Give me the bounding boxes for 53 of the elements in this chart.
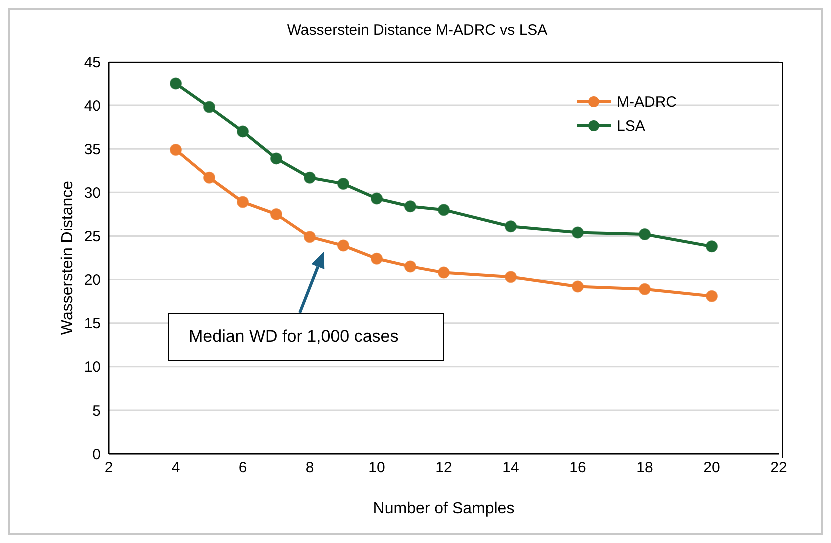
- x-tick-label: 22: [770, 460, 788, 477]
- y-tick-label: 45: [84, 54, 101, 72]
- y-tick-label: 20: [84, 272, 101, 290]
- point: [204, 172, 216, 184]
- x-axis-title: Number of Samples: [373, 500, 515, 518]
- point: [639, 228, 651, 240]
- point: [170, 78, 182, 90]
- point: [204, 101, 216, 114]
- x-tick-label: 16: [570, 460, 586, 477]
- y-tick-label: 25: [84, 228, 101, 246]
- y-tick-label: 5: [92, 402, 101, 420]
- point: [170, 144, 182, 156]
- point: [706, 290, 718, 302]
- x-tick-label: 12: [436, 460, 452, 477]
- x-tick-label: 2: [104, 460, 114, 477]
- y-tick-label: 15: [84, 316, 101, 333]
- x-tick-label: 20: [704, 460, 720, 477]
- x-tick-label: 18: [636, 460, 654, 477]
- point: [404, 260, 416, 273]
- point: [270, 208, 282, 220]
- point: [505, 271, 517, 284]
- x-tick-label: 6: [238, 460, 248, 477]
- y-tick-label: 0: [92, 446, 101, 464]
- point: [639, 283, 651, 296]
- point: [270, 152, 282, 165]
- point: [572, 226, 584, 239]
- point: [438, 266, 450, 279]
- point: [706, 240, 718, 253]
- point: [338, 178, 350, 190]
- y-tick-label: 35: [84, 141, 101, 158]
- x-tick-label: 4: [172, 460, 180, 477]
- legend-label: M-ADRC: [617, 94, 677, 110]
- x-tick-label: 14: [502, 460, 520, 477]
- point: [371, 252, 383, 265]
- x-tick-label: 10: [368, 460, 386, 477]
- y-axis-title: Wasserstein Distance: [60, 180, 77, 336]
- point: [371, 192, 383, 205]
- point: [438, 204, 450, 216]
- point: [404, 200, 416, 213]
- point: [304, 172, 316, 184]
- y-tick-label: 30: [84, 184, 101, 202]
- x-tick-label: 8: [306, 460, 314, 477]
- point: [338, 240, 350, 252]
- y-tick-label: 10: [84, 359, 101, 376]
- point: [237, 196, 249, 208]
- legend-label: LSA: [617, 118, 646, 134]
- point: [572, 280, 584, 293]
- callout-box: Median WD for 1,000 cases: [168, 313, 444, 361]
- point: [237, 126, 249, 138]
- point: [304, 231, 316, 244]
- point: [505, 220, 517, 233]
- chart-title: Wasserstein Distance M-ADRC vs LSA: [286, 22, 549, 39]
- y-tick-label: 40: [84, 98, 101, 115]
